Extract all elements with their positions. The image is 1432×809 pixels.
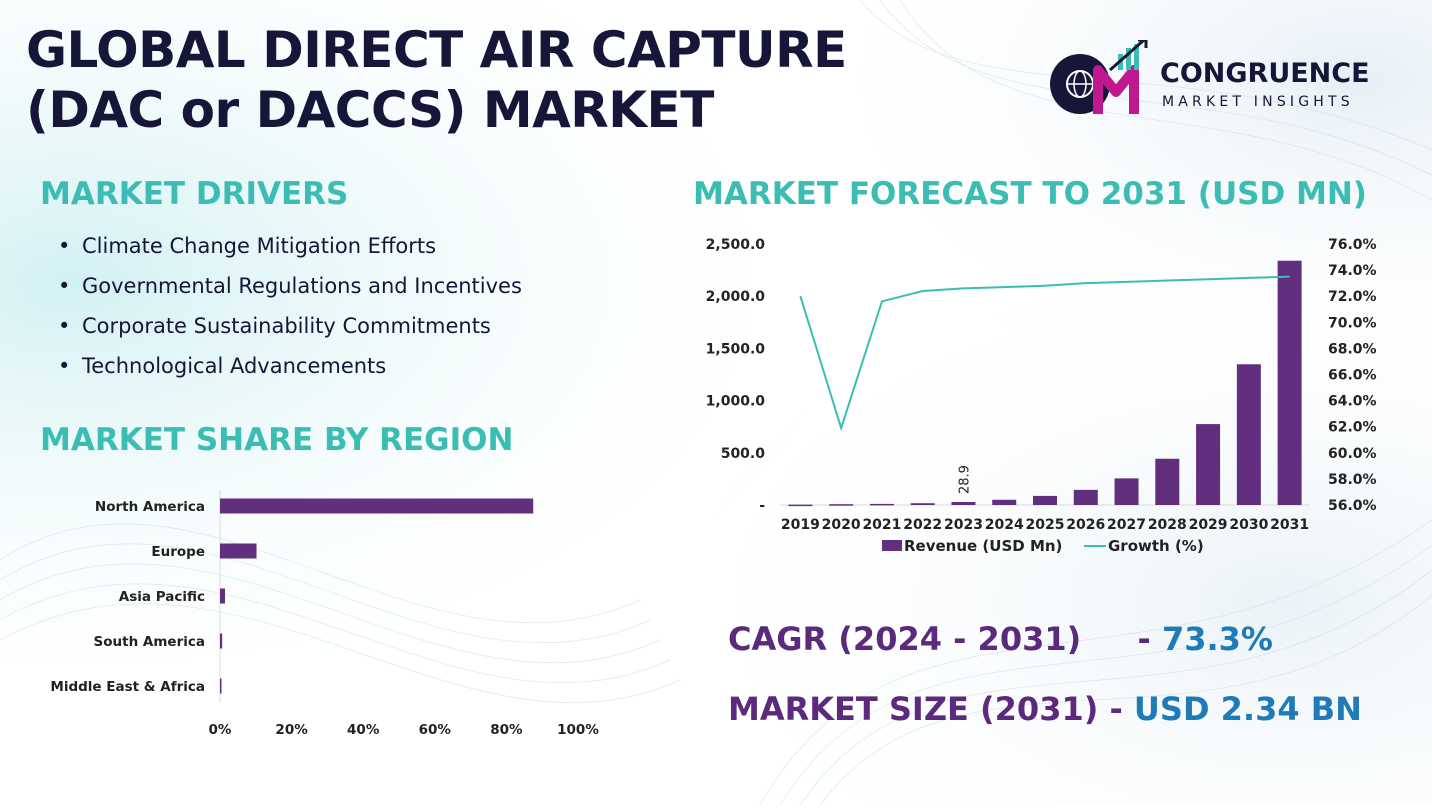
y-right-tick-label: 56.0% (1328, 498, 1377, 514)
market-driver-item: • Technological Advancements (58, 348, 522, 388)
page-title-line-2: (DAC or DACCS) MARKET (26, 81, 714, 139)
revenue-bar (788, 504, 813, 507)
revenue-bar (869, 503, 894, 506)
x-tick-label: 2021 (862, 517, 901, 533)
bar (220, 543, 257, 559)
market-driver-item: • Climate Change Mitigation Efforts (58, 228, 522, 268)
logo-mark-icon (1050, 40, 1148, 114)
market-driver-text: Technological Advancements (82, 354, 387, 378)
category-label: Europe (151, 544, 205, 560)
y-left-tick-label: 500.0 (721, 446, 766, 462)
x-tick-label: 2025 (1026, 517, 1065, 533)
legend-label: Revenue (USD Mn) (904, 537, 1062, 555)
market-driver-text: Corporate Sustainability Commitments (82, 314, 491, 338)
x-tick-label: 40% (347, 722, 380, 738)
y-right-tick-label: 68.0% (1328, 341, 1377, 357)
market-forecast-heading: MARKET FORECAST TO 2031 (USD MN) (693, 176, 1367, 212)
y-right-tick-label: 58.0% (1328, 472, 1377, 488)
growth-line (799, 275, 1290, 432)
bullet-icon: • (58, 354, 71, 378)
forecast-chart: - 500.0 1,000.0 1,500.0 2,000.0 2,500.0 56.0% 5… (706, 237, 1377, 555)
y-right-tick-label: 76.0% (1328, 237, 1377, 253)
data-label: 28.9 (957, 465, 972, 494)
x-tick-label: 2024 (985, 517, 1024, 533)
revenue-bar (992, 499, 1017, 505)
x-tick-label: 2026 (1066, 517, 1105, 533)
y-right-tick-label: 60.0% (1328, 446, 1377, 462)
category-label: Asia Pacific (119, 589, 205, 605)
x-tick-label: 2028 (1148, 517, 1187, 533)
revenue-bar (1196, 424, 1221, 505)
market-size-label: MARKET SIZE (2031) (728, 690, 1099, 728)
bullet-icon: • (58, 314, 71, 338)
x-tick-label: 80% (490, 722, 523, 738)
bar (220, 633, 223, 649)
revenue-bar (1155, 458, 1180, 505)
revenue-bar (1073, 489, 1098, 505)
y-right-tick-label: 72.0% (1328, 289, 1377, 305)
bar (220, 498, 534, 514)
revenue-bar (910, 503, 935, 505)
revenue-bar (1277, 260, 1302, 505)
market-drivers-heading: MARKET DRIVERS (40, 176, 349, 212)
region-share-chart: North America Europe Asia Pacific South Ame… (50, 490, 599, 738)
x-tick-label: 2027 (1107, 517, 1146, 533)
y-right-tick-label: 70.0% (1328, 315, 1377, 331)
x-tick-label: 60% (419, 722, 452, 738)
legend-bar-swatch (882, 540, 902, 551)
market-driver-text: Climate Change Mitigation Efforts (82, 234, 437, 258)
y-right-tick-label: 74.0% (1328, 263, 1377, 279)
y-right-tick-label: 66.0% (1328, 368, 1377, 384)
x-tick-label: 100% (557, 722, 599, 738)
x-tick-label: 2019 (781, 517, 820, 533)
market-share-heading: MARKET SHARE BY REGION (40, 422, 514, 458)
revenue-bar (1236, 364, 1261, 505)
bar (220, 588, 226, 604)
market-drivers-list: • Climate Change Mitigation Efforts • Gover… (58, 228, 522, 388)
market-driver-text: Governmental Regulations and Incentives (82, 274, 522, 298)
cagr-separator: - (1137, 620, 1162, 658)
y-right-tick-label: 62.0% (1328, 420, 1377, 436)
bullet-icon: • (58, 234, 71, 258)
legend-label: Growth (%) (1108, 537, 1204, 555)
x-tick-label: 2031 (1270, 517, 1309, 533)
y-left-tick-label: 2,000.0 (706, 289, 766, 305)
revenue-bar (1114, 478, 1139, 505)
category-label: Middle East & Africa (50, 679, 205, 695)
market-driver-item: • Corporate Sustainability Commitments (58, 308, 522, 348)
market-driver-item: • Governmental Regulations and Incentives (58, 268, 522, 308)
x-tick-label: 2030 (1229, 517, 1268, 533)
logo-company-name: CONGRUENCE (1160, 58, 1370, 89)
y-left-tick-label: 1,000.0 (706, 394, 766, 410)
cagr-label: CAGR (2024 - 2031) (728, 620, 1082, 658)
company-logo: CONGRUENCE MARKET INSIGHTS (1046, 40, 1396, 120)
revenue-bar (951, 501, 976, 505)
y-left-tick-label: - (759, 498, 765, 514)
bullet-icon: • (58, 274, 71, 298)
bar (220, 678, 222, 694)
y-right-tick-label: 64.0% (1328, 394, 1377, 410)
y-left-tick-label: 2,500.0 (706, 237, 766, 253)
x-tick-label: 2022 (903, 517, 942, 533)
market-size-value: USD 2.34 BN (1133, 690, 1362, 728)
x-tick-label: 2023 (944, 517, 983, 533)
revenue-bar (1033, 495, 1057, 505)
logo-tagline: MARKET INSIGHTS (1162, 94, 1354, 110)
x-tick-label: 2020 (822, 517, 861, 533)
x-tick-label: 20% (275, 722, 308, 738)
market-size-stat: MARKET SIZE (2031) - USD 2.34 BN (728, 690, 1362, 728)
page-title-line-1: GLOBAL DIRECT AIR CAPTURE (26, 21, 847, 79)
y-left-tick-label: 1,500.0 (706, 341, 766, 357)
category-label: South America (94, 634, 205, 650)
category-label: North America (95, 499, 205, 515)
x-tick-label: 2029 (1189, 517, 1228, 533)
cagr-stat: CAGR (2024 - 2031) - 73.3% (728, 620, 1273, 658)
revenue-bar (829, 504, 854, 506)
cagr-value: 73.3% (1161, 620, 1273, 658)
x-tick-label: 0% (209, 722, 232, 738)
market-size-separator: - (1098, 690, 1134, 728)
page-title: GLOBAL DIRECT AIR CAPTURE (DAC or DACCS)… (26, 20, 847, 140)
